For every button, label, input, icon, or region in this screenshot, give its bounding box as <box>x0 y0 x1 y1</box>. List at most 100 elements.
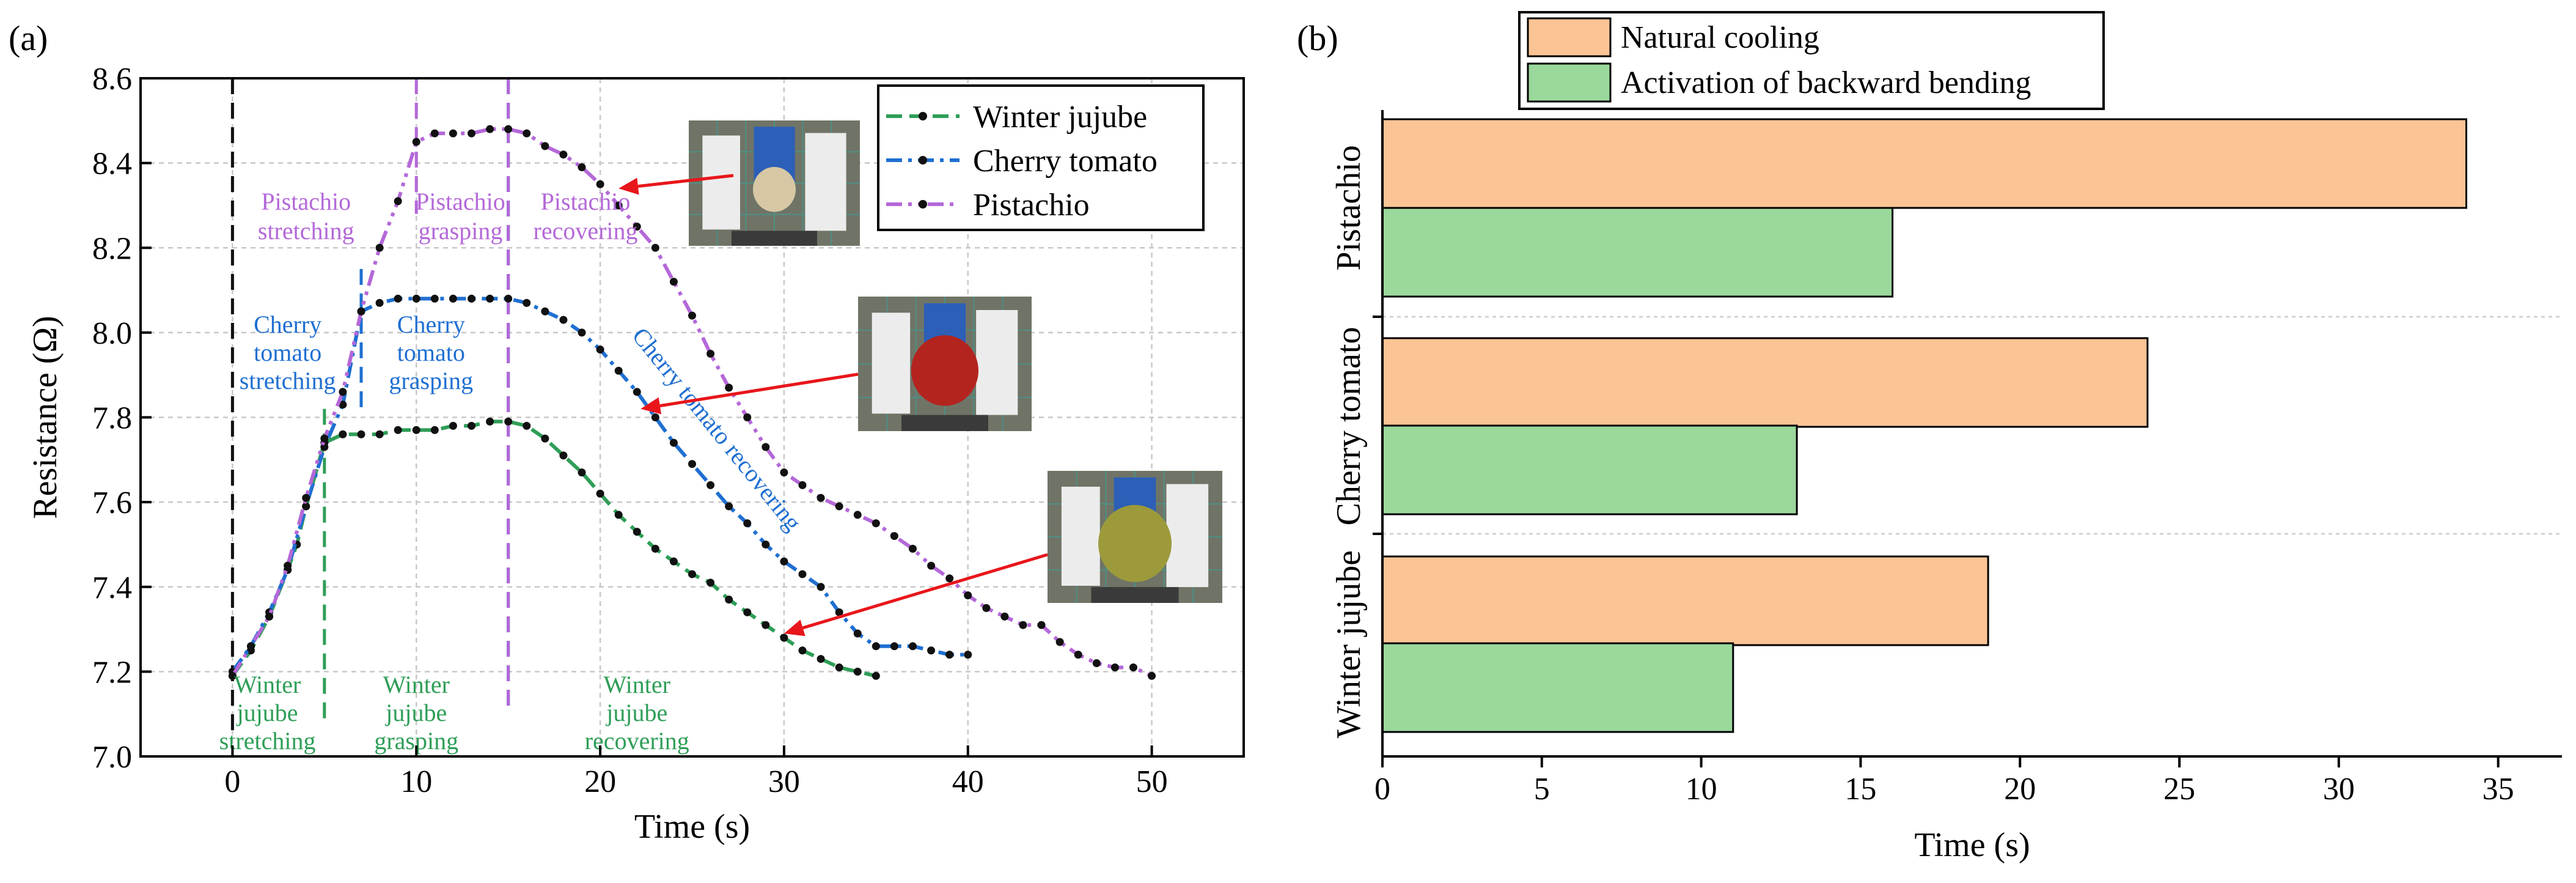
legend-label-natural-cooling: Natural cooling <box>1621 20 1819 55</box>
bar-pistachio-activation-of-backward-bending <box>1381 207 1894 298</box>
point-winter-jujube-24 <box>651 544 659 553</box>
point-cherry-tomato-38 <box>927 646 936 655</box>
annotation-line: recovering <box>585 727 689 755</box>
point-pistachio-35 <box>872 519 880 528</box>
chart-a-legend: Winter jujube Cherry tomato Pistachio <box>877 84 1205 231</box>
photo-gripper-left <box>872 312 911 414</box>
y-tick-label-7.8: 7.8 <box>92 401 132 436</box>
point-pistachio-25 <box>688 311 696 320</box>
point-winter-jujube-19 <box>559 451 568 460</box>
legend-label-pistachio: Pistachio <box>973 188 1090 223</box>
point-pistachio-19 <box>578 163 586 172</box>
point-pistachio-46 <box>1074 651 1082 659</box>
photo-fruit <box>1098 504 1172 582</box>
point-pistachio-32 <box>816 493 825 502</box>
point-pistachio-37 <box>909 544 917 553</box>
x-axis-title-b: Time (s) <box>1914 826 2030 864</box>
point-cherry-tomato-22 <box>633 388 641 396</box>
point-winter-jujube-20 <box>578 468 586 477</box>
annotation-line: Cherry <box>397 311 465 338</box>
point-winter-jujube-25 <box>669 557 678 566</box>
point-winter-jujube-15 <box>486 417 494 426</box>
point-pistachio-5 <box>320 434 329 443</box>
chart-a-axes: 0 10 20 30 40 50 7.0 7.2 7.4 7.6 7.8 8.0 8.2 8.4 8.6 Ti… <box>26 62 1245 846</box>
annotation-line: stretching <box>240 367 336 394</box>
point-winter-jujube-11 <box>412 426 420 434</box>
point-cherry-tomato-21 <box>614 366 623 375</box>
point-cherry-tomato-14 <box>486 294 494 303</box>
bar-winter-jujube-activation-of-backward-bending <box>1381 642 1734 733</box>
point-winter-jujube-8 <box>357 430 365 438</box>
point-cherry-tomato-32 <box>816 583 825 591</box>
point-pistachio-12 <box>449 129 457 138</box>
legend-label-winter-jujube: Winter jujube <box>973 100 1147 135</box>
point-pistachio-30 <box>780 468 788 477</box>
point-pistachio-17 <box>541 142 549 150</box>
annotation-line: jujube <box>605 699 667 726</box>
point-pistachio-31 <box>798 481 807 489</box>
point-pistachio-16 <box>523 129 531 138</box>
x-tick-label-20: 20 <box>584 764 616 799</box>
bar-pistachio-natural-cooling <box>1381 118 2468 209</box>
point-pistachio-22 <box>633 223 641 231</box>
point-cherry-tomato-10 <box>412 294 420 303</box>
point-winter-jujube-29 <box>743 608 752 616</box>
point-pistachio-3 <box>284 561 292 570</box>
arrow-line-0 <box>637 174 734 188</box>
annotation-ct_recover: Cherry tomato recovering <box>627 322 807 536</box>
annotation-line: stretching <box>219 727 316 755</box>
point-pistachio-28 <box>743 413 752 421</box>
point-pistachio-45 <box>1055 638 1064 646</box>
point-cherry-tomato-36 <box>890 642 898 651</box>
y-tick-label-8: 8.0 <box>92 316 132 351</box>
panel-a-label: (a) <box>9 18 48 58</box>
point-pistachio-48 <box>1110 663 1119 671</box>
point-winter-jujube-32 <box>798 646 807 655</box>
y-tick-label-7.2: 7.2 <box>92 655 132 690</box>
annotation-line: Pistachio <box>541 188 631 215</box>
point-winter-jujube-28 <box>725 596 733 604</box>
point-pistachio-26 <box>706 350 715 358</box>
annotation-line: Winter <box>383 671 450 698</box>
point-cherry-tomato-40 <box>964 651 972 659</box>
arrow-head-0 <box>618 177 639 195</box>
photo-pistachio <box>689 120 860 246</box>
point-pistachio-9 <box>394 197 402 205</box>
annotation-line: Cherry <box>254 311 321 338</box>
chart-a-series <box>228 125 1156 680</box>
annotation-line: Pistachio <box>416 188 505 215</box>
point-cherry-tomato-24 <box>669 438 678 447</box>
point-cherry-tomato-31 <box>798 570 807 578</box>
point-winter-jujube-7 <box>339 430 347 438</box>
x-tick-label-b-10: 10 <box>1686 772 1717 807</box>
point-winter-jujube-10 <box>394 426 402 434</box>
photo-gripper-right <box>805 133 846 231</box>
annotation-pi_recover: Pistachio recovering <box>534 188 638 245</box>
annotation-line: recovering <box>534 217 638 245</box>
category-label-pistachio: Pistachio <box>1330 145 1368 270</box>
series-line-winter-jujube <box>230 419 877 678</box>
point-winter-jujube-30 <box>761 621 770 629</box>
point-winter-jujube-27 <box>706 578 715 587</box>
arrow-line-2 <box>802 553 1048 630</box>
annotation-ct_stretch: Cherry tomato stretching <box>240 311 336 394</box>
x-tick-label-50: 50 <box>1136 764 1168 799</box>
point-cherry-tomato-27 <box>725 502 733 511</box>
point-pistachio-29 <box>761 443 770 451</box>
category-label-winter-jujube: Winter jujube <box>1330 550 1368 738</box>
point-pistachio-4 <box>302 493 310 502</box>
chart-a-photos <box>618 120 1222 637</box>
point-pistachio-39 <box>945 574 954 583</box>
point-cherry-tomato-17 <box>541 307 549 316</box>
x-tick-label-b-15: 15 <box>1844 772 1876 807</box>
annotation-line: grasping <box>389 367 473 394</box>
point-pistachio-10 <box>412 138 420 146</box>
x-tick-label-b-30: 30 <box>2323 772 2355 807</box>
point-cherry-tomato-23 <box>651 413 659 421</box>
legend-marker-winter-jujube <box>919 112 927 120</box>
point-cherry-tomato-30 <box>780 557 788 566</box>
point-pistachio-41 <box>982 604 991 612</box>
legend-swatch-natural-cooling <box>1527 17 1612 57</box>
